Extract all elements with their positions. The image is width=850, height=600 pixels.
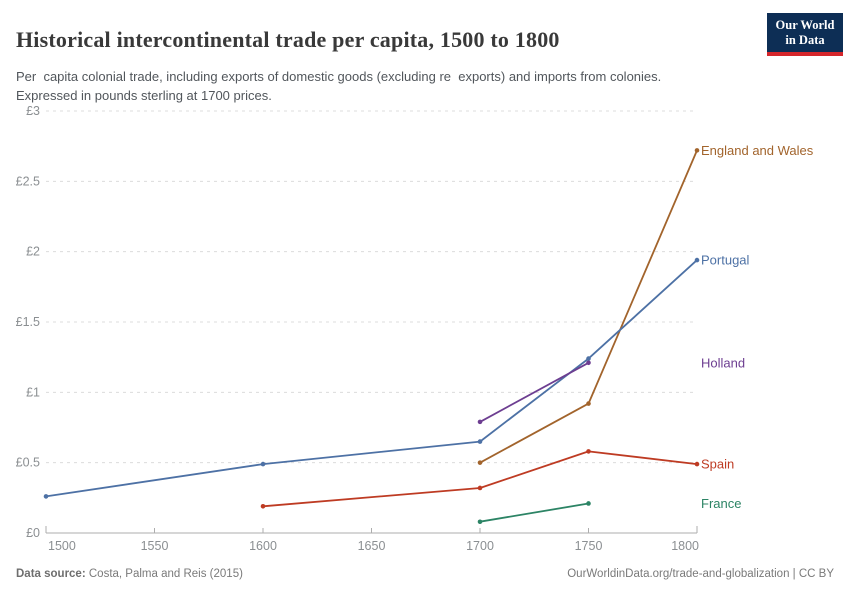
attribution-link[interactable]: OurWorldinData.org/trade-and-globalizati…: [567, 568, 834, 580]
y-tick-label: £0.5: [16, 456, 40, 470]
y-tick-label: £2: [26, 245, 40, 259]
series-line-spain: [262, 450, 698, 508]
x-tick-label: 1750: [575, 539, 603, 553]
series-point: [477, 519, 483, 525]
series-line-holland: [479, 361, 590, 423]
series-point: [477, 485, 483, 491]
footer: Data source: Costa, Palma and Reis (2015…: [16, 568, 834, 580]
owid-logo-line2: in Data: [785, 33, 825, 47]
series-label: Portugal: [701, 253, 750, 268]
y-tick-label: £1.5: [16, 315, 40, 329]
chart-subtitle: Per capita colonial trade, including exp…: [16, 69, 662, 103]
x-tick-label: 1700: [466, 539, 494, 553]
series-point: [694, 148, 700, 153]
series-point: [586, 360, 591, 366]
chart-title: Historical intercontinental trade per ca…: [16, 26, 560, 52]
x-tick-label: 1550: [141, 539, 169, 553]
series-point: [43, 494, 49, 499]
series-point: [586, 501, 591, 506]
series-point: [477, 460, 483, 465]
owid-logo-red-bar: [767, 52, 843, 56]
y-tick-label: £0: [26, 526, 40, 540]
line-chart: £0 £0.5 £1 £1.5 £2 £2.5 £3 1500 1550 1600 1650 1700…: [16, 104, 814, 553]
y-tick-label: £3: [26, 104, 40, 118]
owid-logo[interactable]: Our World in Data: [767, 13, 843, 56]
data-source-label: Data source:: [16, 568, 86, 580]
series-point: [477, 419, 483, 425]
series-line-france: [479, 502, 590, 523]
x-tick-label: 1500: [48, 539, 76, 553]
y-tick-label: £1: [26, 385, 40, 399]
series-point: [260, 461, 266, 467]
series-point: [694, 461, 700, 467]
owid-logo-line1: Our World: [775, 18, 835, 32]
chart-area: £0 £0.5 £1 £1.5 £2 £2.5 £3 1500 1550 1600 1650 1700…: [0, 95, 850, 562]
x-tick-label: 1650: [358, 539, 386, 553]
owid-logo-text: Our World in Data: [767, 13, 843, 52]
series-point: [477, 439, 483, 444]
series-point: [586, 401, 591, 406]
data-source-value: Costa, Palma and Reis (2015): [85, 568, 243, 580]
series-label: England and Wales: [701, 143, 814, 158]
series-point: [586, 356, 591, 361]
series-label: France: [701, 496, 741, 511]
series-point: [694, 257, 700, 263]
series-label: Spain: [701, 457, 734, 472]
y-tick-label: £2.5: [16, 174, 40, 188]
x-tick-label: 1800: [671, 539, 699, 553]
series-point: [260, 503, 266, 509]
series-point: [586, 449, 591, 454]
series-label: Holland: [701, 355, 745, 370]
x-tick-label: 1600: [249, 539, 277, 553]
data-source-note: Data source: Costa, Palma and Reis (2015…: [16, 568, 243, 580]
